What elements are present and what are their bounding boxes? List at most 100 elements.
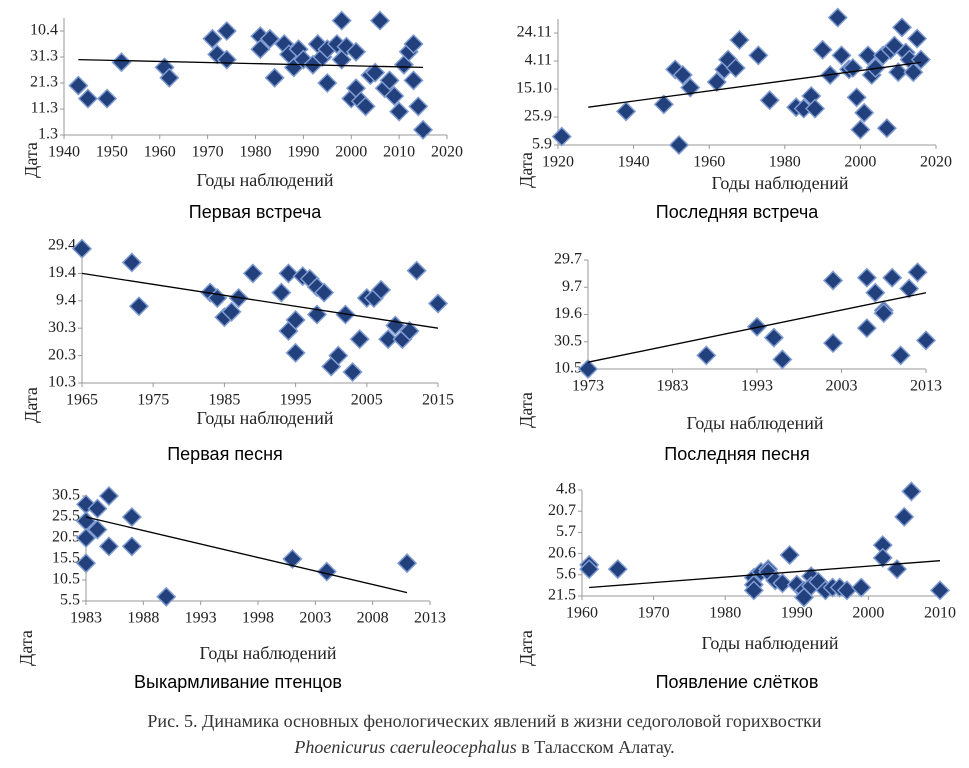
data-point (408, 96, 429, 117)
x-tick-label: 2010 (383, 144, 415, 161)
y-tick-label: 10.5 (554, 360, 582, 377)
data-point (696, 345, 717, 366)
y-tick-label: 30.3 (48, 319, 76, 336)
data-point (891, 17, 913, 38)
data-point (888, 62, 909, 83)
y-tick-label: 9.7 (562, 278, 582, 295)
species-name: Phoenicurus caeruleocephalus (294, 737, 517, 757)
y-tick-label: 5.9 (532, 136, 552, 153)
data-point (97, 88, 118, 109)
x-tick-label: 1980 (709, 605, 741, 622)
data-point (71, 238, 93, 259)
data-point (901, 481, 922, 502)
data-point (607, 559, 628, 580)
data-point (389, 101, 410, 122)
y-tick-label: 29.7 (554, 251, 582, 268)
data-point (890, 345, 911, 366)
x-tick-label: 2003 (299, 610, 331, 627)
data-point (259, 28, 280, 49)
y-tick-label: 9.4 (56, 291, 76, 308)
x-tick-label: 1995 (280, 392, 312, 409)
data-point (264, 67, 285, 88)
data-point (378, 329, 399, 350)
data-point (75, 527, 97, 549)
data-point (271, 282, 292, 303)
trend-line (81, 272, 439, 329)
x-tick-label: 1973 (572, 378, 604, 395)
data-point (369, 10, 391, 31)
y-tick-label: 4.8 (556, 481, 576, 498)
x-tick-label: 2003 (826, 378, 858, 395)
data-point (328, 345, 349, 366)
x-tick-label: 1920 (542, 154, 574, 171)
data-point (342, 361, 363, 383)
y-tick-label: 21.5 (548, 587, 576, 604)
data-point (672, 64, 693, 86)
x-tick-label: 1983 (657, 378, 689, 395)
y-tick-label: 21.3 (30, 74, 58, 91)
data-point (668, 134, 690, 156)
y-tick-label: 20.5 (52, 529, 80, 546)
data-point (345, 41, 367, 62)
data-point (772, 573, 793, 594)
y-tick-label: 5.5 (60, 592, 80, 609)
x-axis-label: Годы наблюдений (197, 408, 334, 428)
data-point (121, 506, 142, 528)
data-point (285, 342, 306, 363)
trend-line (78, 58, 424, 69)
x-axis-label: Годы наблюдений (200, 643, 337, 663)
data-point (910, 49, 931, 70)
data-point (111, 52, 132, 73)
x-tick-label: 1960 (693, 154, 725, 171)
x-tick-label: 1940 (618, 154, 650, 171)
data-point (384, 85, 405, 107)
data-point (907, 262, 928, 283)
y-tick-label: 10.5 (52, 571, 80, 588)
y-axis-label: Дата (21, 142, 41, 178)
caption-line: Рис. 5. Динамика основных фенологических… (147, 711, 822, 731)
x-tick-label: 1965 (66, 392, 98, 409)
x-tick-label: 1960 (144, 144, 176, 161)
data-point (121, 536, 142, 557)
data-point (831, 45, 852, 66)
x-axis-label: Годы наблюдений (197, 170, 334, 190)
data-point (865, 282, 886, 303)
data-point (75, 553, 97, 574)
chart-title: Первая песня (167, 444, 283, 464)
data-point (748, 45, 769, 66)
y-tick-label: 19.6 (554, 305, 582, 322)
trend-line (85, 516, 408, 594)
data-point (615, 101, 637, 122)
y-axis-label: Дата (516, 392, 536, 428)
data-point (285, 309, 306, 331)
y-tick-label: 25.9 (524, 108, 552, 125)
y-tick-label: 10.3 (48, 374, 76, 391)
data-point (221, 301, 242, 322)
x-tick-label: 1950 (96, 144, 128, 161)
data-point (854, 102, 875, 123)
data-point (98, 485, 119, 507)
y-tick-label: 4.11 (525, 52, 552, 69)
data-point (159, 67, 180, 88)
x-tick-label: 2008 (357, 610, 389, 627)
data-point (393, 54, 414, 75)
x-tick-label: 2000 (335, 144, 367, 161)
data-point (397, 553, 418, 574)
x-tick-label: 2010 (924, 605, 956, 622)
data-point (121, 252, 142, 273)
y-tick-label: 20.7 (548, 502, 576, 519)
data-point (355, 96, 376, 117)
x-tick-label: 1993 (185, 610, 217, 627)
data-point (406, 260, 427, 281)
data-point (316, 561, 337, 582)
x-tick-label: 1975 (137, 392, 169, 409)
data-point (812, 39, 833, 60)
y-tick-label: 25.5 (52, 508, 80, 525)
data-point (653, 94, 674, 115)
y-axis-label: Дата (516, 152, 536, 188)
x-axis-label: Годы наблюдений (702, 633, 839, 653)
y-tick-label: 30.5 (554, 332, 582, 349)
chart-title: Выкармливание птенцов (134, 672, 342, 692)
data-point (216, 49, 237, 70)
data-point (87, 519, 108, 540)
